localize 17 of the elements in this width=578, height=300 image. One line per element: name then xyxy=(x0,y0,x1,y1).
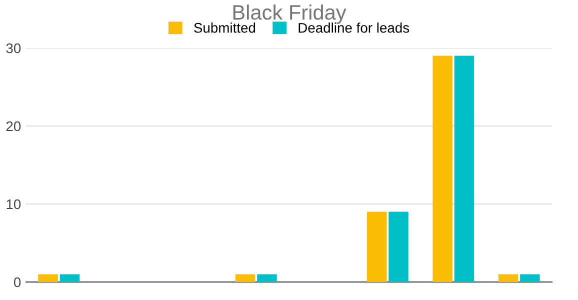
y-tick-label: 10 xyxy=(6,199,21,210)
bar xyxy=(432,56,452,282)
legend-label: Deadline for leads xyxy=(298,22,410,33)
y-tick-label: 30 xyxy=(6,43,21,54)
bar xyxy=(235,274,256,282)
bar xyxy=(520,274,540,282)
legend-label: Submitted xyxy=(194,22,256,33)
bar xyxy=(454,56,474,282)
bar xyxy=(257,274,277,282)
y-tick-label: 20 xyxy=(6,121,21,132)
y-tick-label: 0 xyxy=(14,277,21,288)
chart-title: Black Friday xyxy=(233,4,346,24)
bar xyxy=(366,212,387,282)
bar xyxy=(60,274,80,282)
bar xyxy=(38,274,58,282)
bar xyxy=(498,274,518,282)
bar xyxy=(388,212,408,282)
